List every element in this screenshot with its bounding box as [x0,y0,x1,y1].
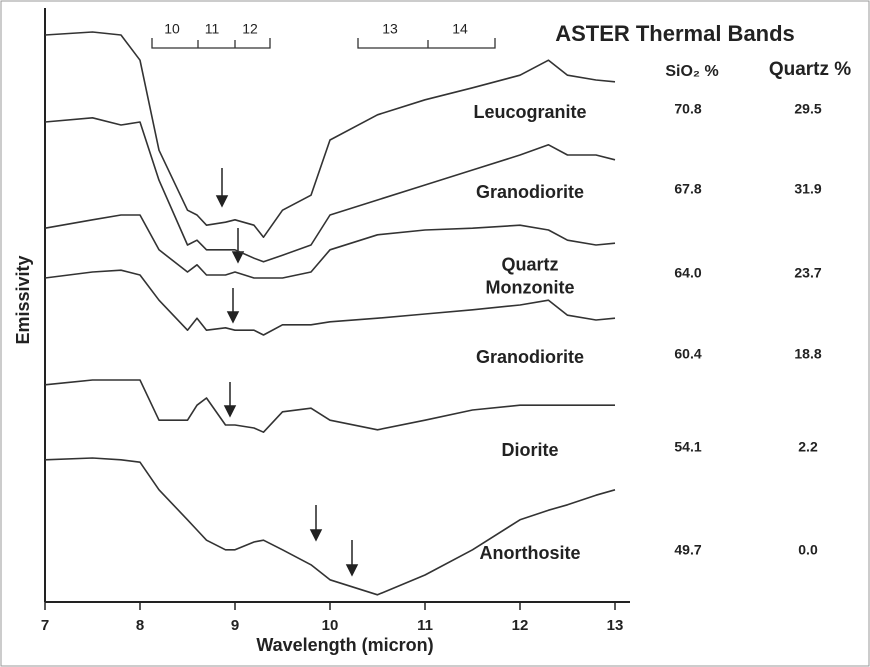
x-tick-label: 10 [322,617,339,634]
x-tick-label: 9 [231,617,239,634]
band-label: 10 [164,21,180,37]
x-tick-label: 13 [607,617,624,634]
band-label: 14 [452,21,468,37]
x-tick-label: 7 [41,617,49,634]
sio2-value: 60.4 [674,345,702,362]
spectrum-line [44,269,616,336]
sio2-value: 70.8 [674,100,702,117]
sio2-header: SiO₂ % [665,63,718,80]
band-label: 11 [205,21,220,37]
band-label: 12 [242,21,258,37]
quartz-value: 31.9 [794,180,822,197]
spectrum-line [44,379,615,433]
spectrum-line [44,31,616,238]
chart-title: ASTER Thermal Bands [555,21,795,46]
quartz-value: 2.2 [798,438,818,455]
quartz-value: 0.0 [798,541,818,558]
quartz-value: 29.5 [794,100,822,117]
sio2-value: 54.1 [674,438,702,455]
series-label: Diorite [501,439,559,460]
series-label: Anorthosite [479,542,581,563]
quartz-value: 18.8 [794,345,822,362]
arrows [215,168,359,577]
quartz-value: 23.7 [794,264,822,281]
x-tick-label: 8 [136,617,144,634]
band-brackets [151,38,496,49]
sio2-value: 49.7 [674,541,702,558]
bracket [151,38,271,49]
spectrum-line [44,457,616,596]
series-label: Leucogranite [473,101,587,122]
series-label: Quartz Monzonite [485,254,575,298]
x-tick-label: 11 [417,617,433,634]
spectrum-line [44,214,616,279]
x-tick-label: 12 [512,617,529,634]
y-axis-title: Emissivity [13,255,33,344]
band-label: 13 [382,21,398,37]
sio2-value: 67.8 [674,180,702,197]
sio2-value: 64.0 [674,264,702,281]
x-axis-title: Wavelength (micron) [256,635,433,655]
series-label: Granodiorite [475,181,585,202]
quartz-header: Quartz % [769,59,851,80]
bracket [357,38,496,49]
series-label: Granodiorite [475,346,585,367]
spectrum-line [44,117,616,263]
